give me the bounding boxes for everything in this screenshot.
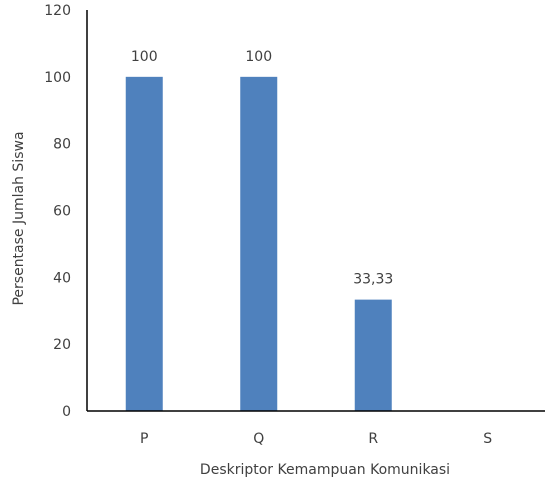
y-tick-label: 40 (53, 270, 71, 286)
bars (125, 76, 392, 411)
y-tick-label: 100 (44, 70, 71, 86)
y-tick-label: 0 (62, 404, 71, 420)
bar (240, 76, 278, 411)
y-tick-label: 120 (44, 3, 71, 19)
x-axis-title: Deskriptor Kemampuan Komunikasi (200, 462, 450, 478)
y-tick-label: 60 (53, 204, 71, 220)
data-label: 100 (131, 49, 158, 65)
y-tick-label: 80 (53, 137, 71, 153)
data-label: 100 (245, 49, 272, 65)
x-axis-ticks: P Q R S (140, 431, 492, 447)
y-tick-label: 20 (53, 337, 71, 353)
data-label: 33,33 (353, 272, 393, 288)
y-axis-ticks: 0 20 40 60 80 100 120 (44, 3, 71, 420)
data-label: 100 (474, 0, 501, 4)
x-tick-label: R (368, 431, 378, 447)
bar (354, 299, 392, 411)
x-tick-label: Q (253, 431, 264, 447)
bar (125, 76, 163, 411)
x-tick-label: P (140, 431, 148, 447)
data-labels: 100 100 33,33 100 (131, 0, 501, 288)
y-axis-title: Persentase Jumlah Siswa (11, 131, 27, 305)
x-tick-label: S (483, 431, 492, 447)
